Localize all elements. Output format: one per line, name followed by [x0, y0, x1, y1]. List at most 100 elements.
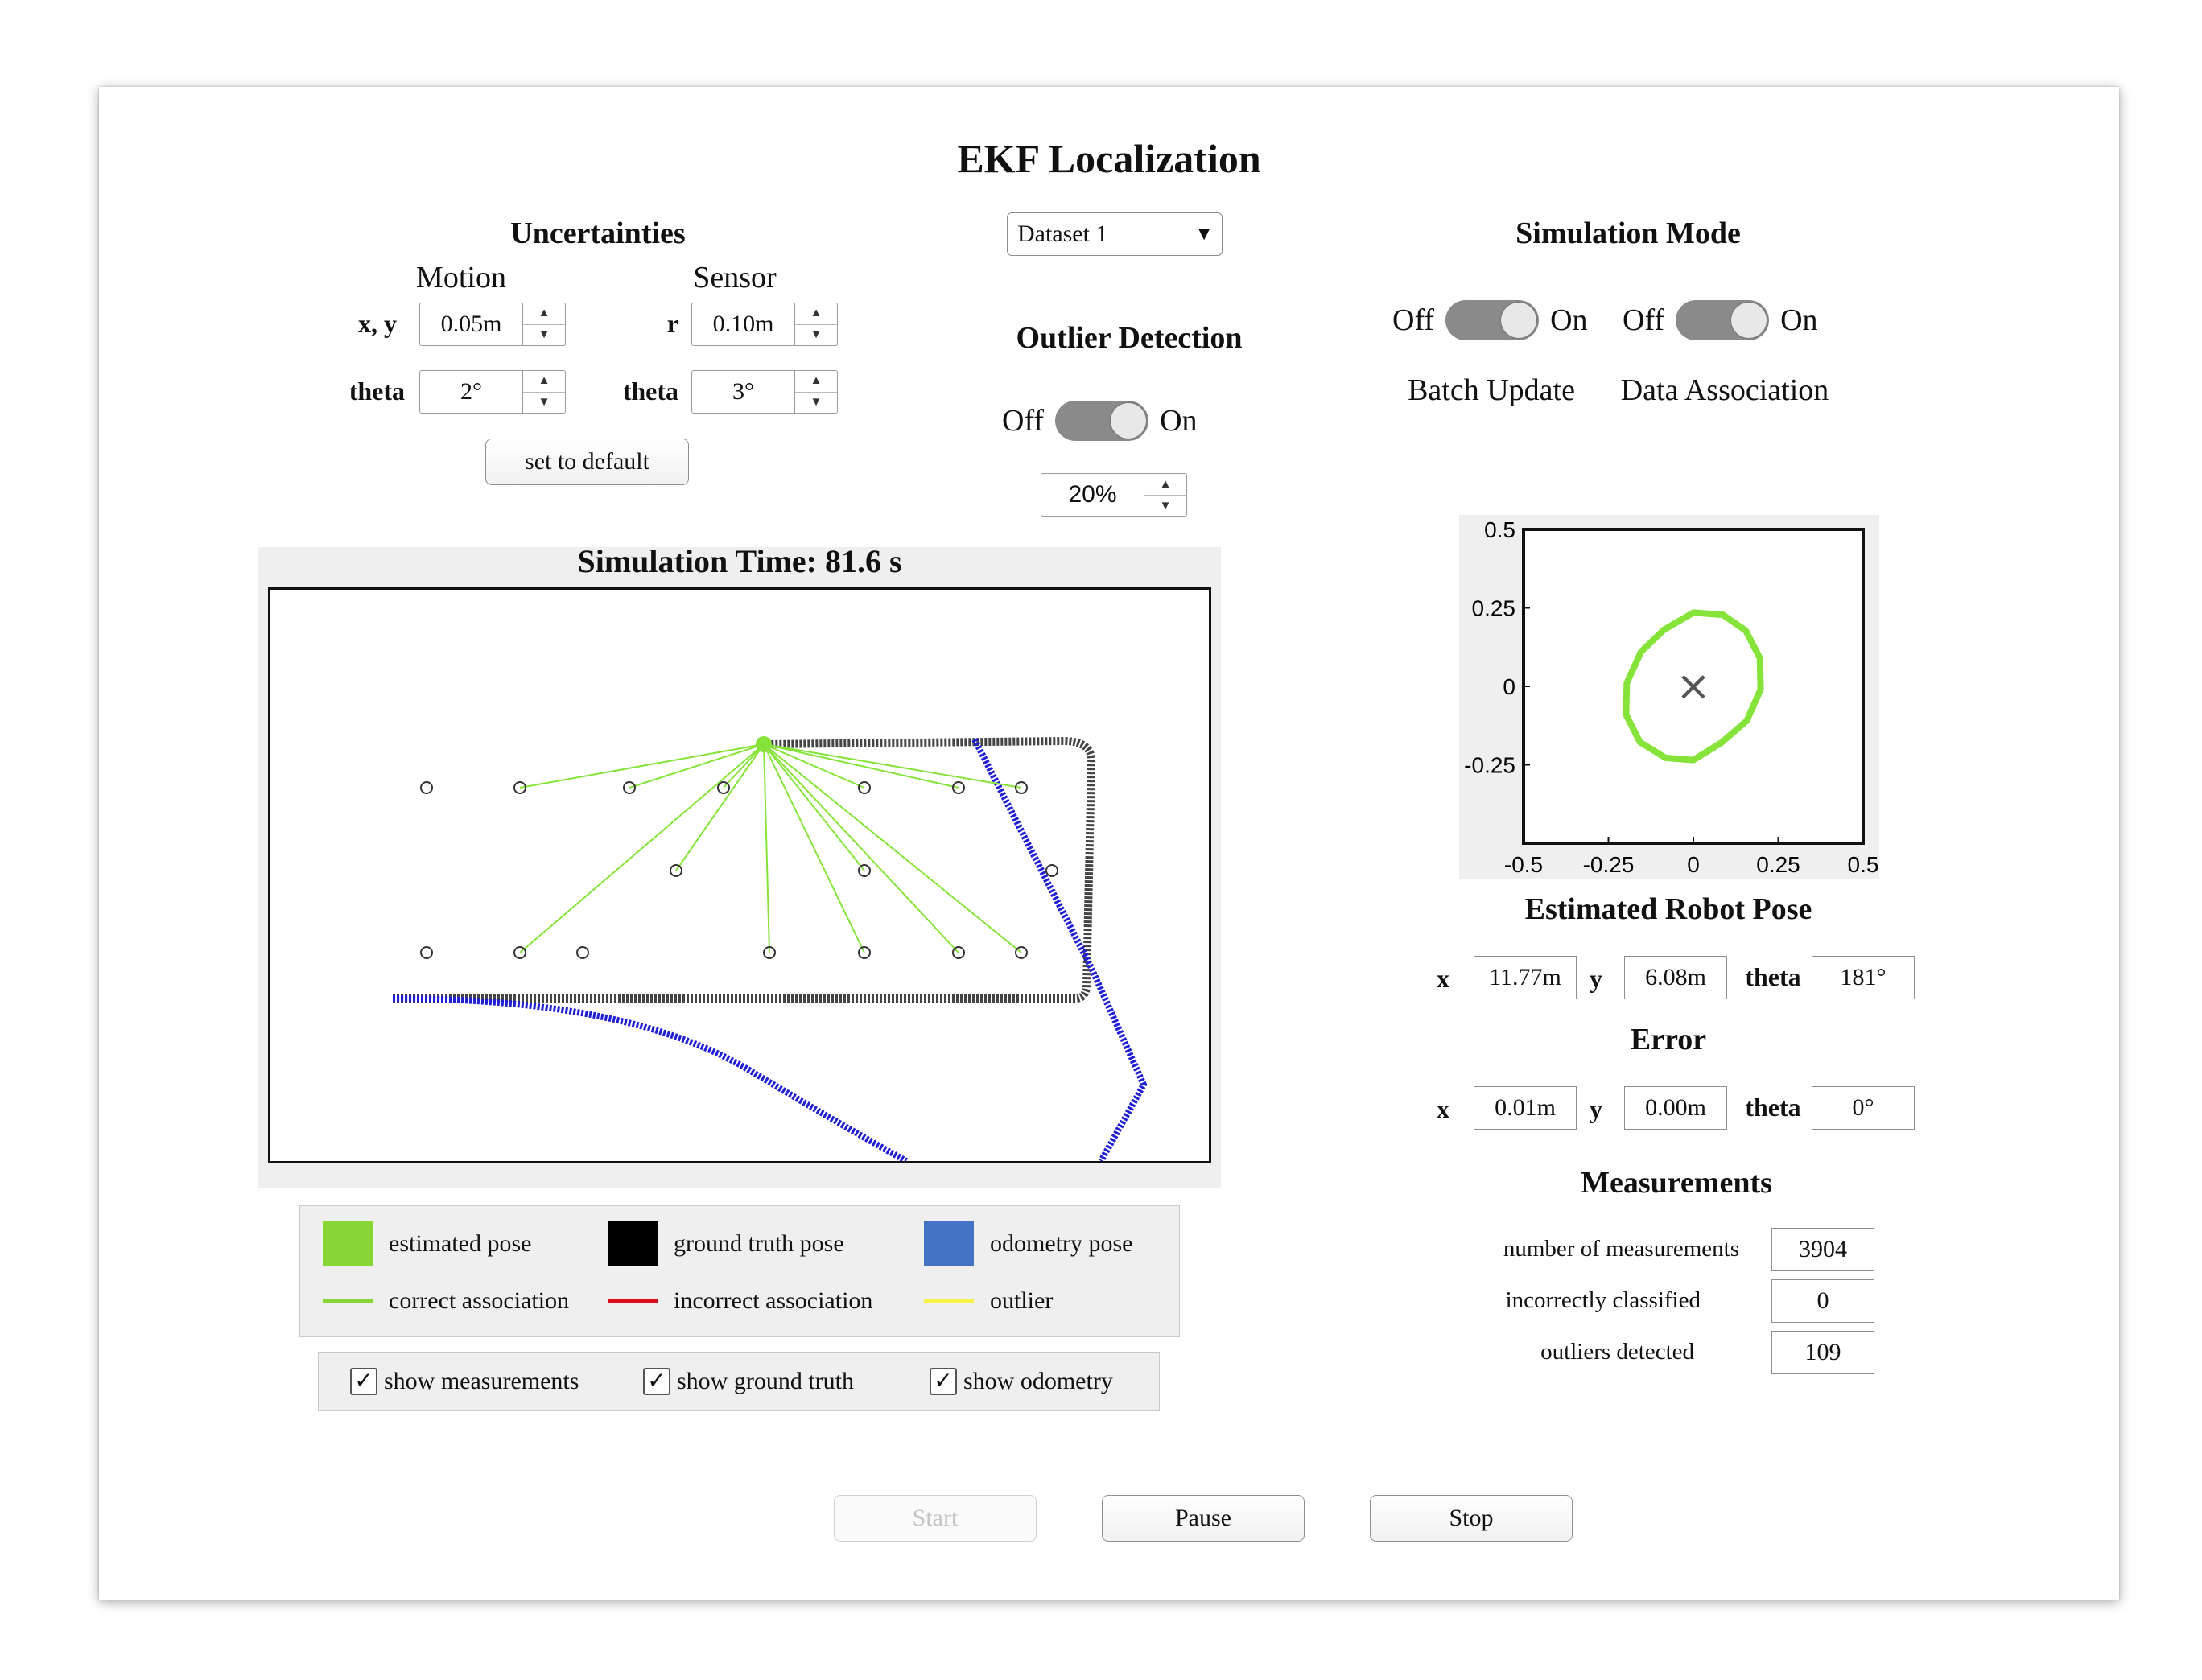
sensor-theta-value[interactable]: 3°	[732, 378, 754, 405]
correct-line-swatch	[323, 1299, 373, 1303]
sensor-theta-spinner[interactable]: 3° ▲ ▼	[691, 370, 838, 414]
legend-odometry-label: odometry pose	[990, 1230, 1133, 1257]
pose-theta-field[interactable]: 181°	[1812, 956, 1915, 999]
x-tick-label: 0	[1687, 852, 1700, 877]
legend-estimated-pose: estimated pose	[323, 1221, 531, 1266]
check-icon[interactable]: ✓	[350, 1368, 377, 1395]
legend-ground-truth-label: ground truth pose	[674, 1230, 844, 1257]
y-tick-label: -0.25	[1464, 753, 1515, 778]
motion-label: Motion	[416, 261, 506, 294]
show-odometry-checkbox[interactable]: ✓ show odometry	[930, 1368, 1113, 1395]
error-theta-field[interactable]: 0°	[1812, 1086, 1915, 1130]
ground-truth-swatch	[608, 1221, 658, 1266]
stop-button[interactable]: Stop	[1370, 1495, 1573, 1542]
legend-odometry-pose: odometry pose	[924, 1221, 1132, 1266]
motion-xy-label: x, y	[358, 309, 397, 338]
y-ticks: 0.5 0.25 0 -0.25	[1464, 517, 1530, 778]
spinner-down-icon[interactable]: ▼	[795, 323, 837, 346]
incorrectly-classified-field[interactable]: 0	[1771, 1279, 1874, 1323]
error-x-field[interactable]: 0.01m	[1474, 1086, 1577, 1130]
spinner-down-icon[interactable]: ▼	[523, 323, 565, 346]
y-tick-label: 0	[1503, 674, 1515, 699]
batch-switch[interactable]	[1445, 300, 1540, 340]
error-y-field[interactable]: 0.00m	[1624, 1086, 1727, 1130]
measurement-count-field[interactable]: 3904	[1771, 1228, 1874, 1271]
outlier-line-swatch	[924, 1299, 974, 1303]
uncertainty-ellipse	[1623, 609, 1764, 764]
outlier-percent-value[interactable]: 20%	[1068, 481, 1117, 508]
error-heading: Error	[1630, 1023, 1707, 1056]
spinner-down-icon[interactable]: ▼	[795, 391, 837, 414]
spinner-up-icon[interactable]: ▲	[538, 307, 550, 320]
data-association-toggle[interactable]: Off On	[1623, 300, 1818, 340]
motion-theta-spinner[interactable]: 2° ▲ ▼	[419, 370, 566, 414]
legend-outlier: outlier	[924, 1287, 1053, 1315]
spinner-up-icon[interactable]: ▲	[1159, 477, 1172, 492]
sensor-label: Sensor	[693, 261, 777, 294]
outlier-off-label: Off	[1002, 404, 1045, 438]
dataset-selected: Dataset 1	[1017, 220, 1108, 247]
outlier-switch[interactable]	[1055, 401, 1149, 441]
chevron-down-icon: ▼	[1194, 223, 1214, 245]
show-ground-truth-checkbox[interactable]: ✓ show ground truth	[643, 1368, 854, 1395]
batch-update-toggle[interactable]: Off On	[1392, 300, 1588, 340]
odometry-swatch	[924, 1221, 974, 1266]
spinner-up-icon[interactable]: ▲	[810, 307, 823, 320]
x-ticks: -0.5 -0.25 0 0.25 0.5	[1504, 837, 1878, 877]
estimated-pose-marker	[756, 736, 772, 752]
odometry-path-left	[392, 995, 908, 1164]
pose-x-label: x	[1437, 964, 1449, 993]
start-button[interactable]: Start	[834, 1495, 1037, 1542]
sensor-r-label: r	[666, 309, 678, 338]
spinner-up-icon[interactable]: ▲	[538, 374, 550, 388]
spinner-down-icon[interactable]: ▼	[523, 391, 565, 414]
batch-on-label: On	[1550, 303, 1588, 337]
legend-correct-association: correct association	[323, 1287, 569, 1315]
set-default-button[interactable]: set to default	[485, 439, 689, 485]
outliers-detected-field[interactable]: 109	[1771, 1331, 1874, 1374]
center-marker: ×	[1676, 662, 1711, 710]
check-icon[interactable]: ✓	[643, 1368, 670, 1395]
legend-outlier-label: outlier	[990, 1287, 1054, 1314]
sensor-r-value[interactable]: 0.10m	[712, 311, 774, 337]
x-tick-label: 0.25	[1756, 852, 1800, 877]
pose-theta-label: theta	[1745, 962, 1801, 991]
pose-x-field[interactable]: 11.77m	[1474, 956, 1577, 999]
show-measurements-label: show measurements	[384, 1368, 579, 1394]
legend	[299, 1205, 1180, 1337]
show-ground-truth-label: show ground truth	[677, 1368, 854, 1394]
outlier-percent-spinner[interactable]: 20% ▲ ▼	[1041, 473, 1187, 517]
outliers-detected-label: outliers detected	[1540, 1339, 1694, 1365]
measurements-heading: Measurements	[1581, 1166, 1772, 1200]
motion-xy-value[interactable]: 0.05m	[440, 311, 502, 337]
sensor-r-spinner[interactable]: 0.10m ▲ ▼	[691, 303, 838, 346]
assoc-switch[interactable]	[1676, 300, 1770, 340]
show-odometry-label: show odometry	[963, 1368, 1113, 1394]
spinner-down-icon[interactable]: ▼	[1144, 494, 1186, 517]
motion-xy-spinner[interactable]: 0.05m ▲ ▼	[419, 303, 566, 346]
motion-theta-label: theta	[348, 377, 405, 406]
check-icon[interactable]: ✓	[930, 1368, 957, 1395]
error-x-label: x	[1437, 1094, 1449, 1123]
y-tick-label: 0.25	[1472, 596, 1516, 621]
show-measurements-checkbox[interactable]: ✓ show measurements	[350, 1368, 579, 1395]
motion-theta-value[interactable]: 2°	[460, 378, 482, 405]
error-theta-label: theta	[1745, 1093, 1801, 1122]
simulation-time-title: Simulation Time: 81.6 s	[577, 543, 902, 579]
ellipse-chart: -0.5 -0.25 0 0.25 0.5 0.5 0.25 0 -0.25 ×	[1464, 517, 1878, 877]
pose-heading: Estimated Robot Pose	[1524, 892, 1812, 926]
incorrectly-classified-label: incorrectly classified	[1505, 1287, 1701, 1313]
error-y-label: y	[1590, 1094, 1602, 1123]
pose-y-field[interactable]: 6.08m	[1624, 956, 1727, 999]
map-svg	[392, 736, 1148, 1164]
pose-y-label: y	[1590, 964, 1602, 993]
dataset-select[interactable]: Dataset 1 ▼	[1007, 212, 1223, 256]
spinner-up-icon[interactable]: ▲	[810, 374, 823, 388]
incorrect-line-swatch	[608, 1299, 658, 1303]
outlier-toggle[interactable]: Off On	[1002, 401, 1198, 441]
pause-button[interactable]: Pause	[1102, 1495, 1305, 1542]
x-tick-label: -0.5	[1504, 852, 1543, 877]
outlier-heading: Outlier Detection	[1016, 321, 1243, 355]
uncertainties-heading: Uncertainties	[510, 216, 686, 250]
app-window: EKF Localization Uncertainties Motion Se…	[99, 87, 2119, 1600]
